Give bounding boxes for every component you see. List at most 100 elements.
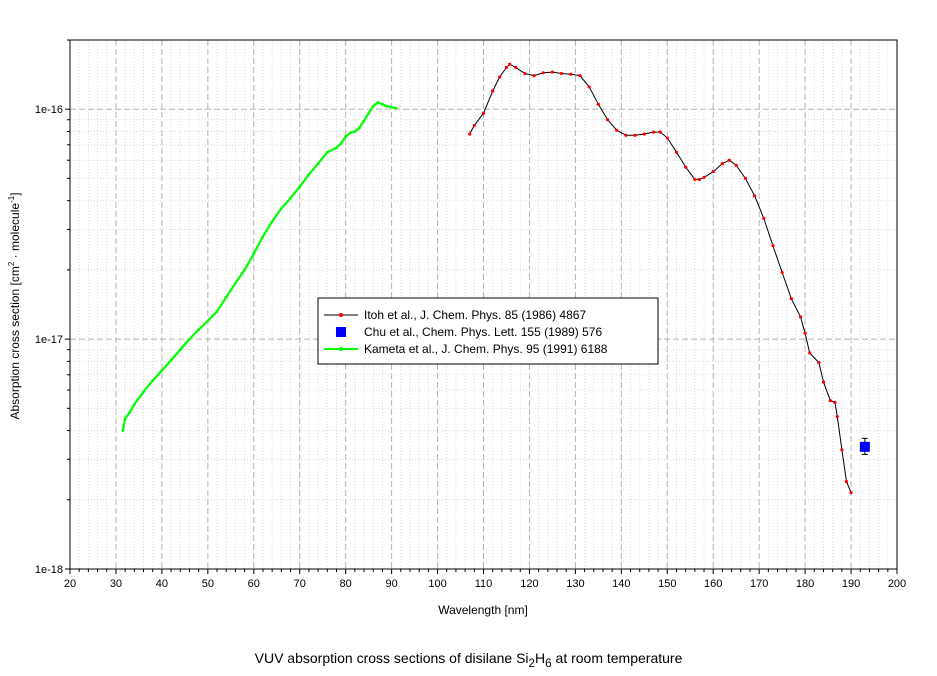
data-point <box>307 173 311 176</box>
data-point <box>808 351 812 355</box>
data-point <box>121 429 125 432</box>
legend-box <box>317 297 659 365</box>
data-point <box>702 175 706 180</box>
y-axis-label-middle: · molecule <box>8 203 22 262</box>
legend-label: Kameta et al., J. Chem. Phys. 95 (1991) … <box>364 342 608 356</box>
data-point <box>697 177 702 182</box>
caption-suffix: at room temperature <box>551 650 683 666</box>
data-point <box>390 105 394 109</box>
data-point <box>693 177 697 182</box>
data-point <box>587 85 591 89</box>
x-tick-label: 100 <box>428 578 446 590</box>
series-2 <box>121 101 398 432</box>
data-point <box>665 136 669 140</box>
data-point <box>468 132 472 136</box>
data-point <box>541 71 545 75</box>
data-point <box>497 75 502 79</box>
data-point <box>481 111 486 115</box>
data-point <box>344 135 348 139</box>
x-tick-label: 70 <box>294 578 306 590</box>
data-point <box>504 65 509 70</box>
x-tick-label: 110 <box>475 578 493 590</box>
data-point <box>381 102 384 106</box>
data-point <box>674 150 679 154</box>
data-point <box>376 101 380 104</box>
data-point <box>727 158 731 162</box>
data-point <box>615 128 619 132</box>
x-tick-label: 20 <box>64 578 76 590</box>
data-point <box>840 448 844 452</box>
series-1 <box>859 437 870 455</box>
data-point <box>261 234 265 238</box>
data-point <box>762 216 766 220</box>
data-point <box>817 361 821 365</box>
data-point <box>560 71 564 76</box>
data-point <box>532 74 536 78</box>
data-point <box>358 126 361 130</box>
x-tick-label: 200 <box>888 578 906 590</box>
data-point <box>215 309 219 313</box>
x-tick-label: 120 <box>520 578 538 590</box>
data-point <box>835 415 839 419</box>
data-point <box>132 402 136 406</box>
caption-sub1: 2 <box>528 656 536 670</box>
data-point <box>596 102 600 106</box>
data-point <box>472 123 476 128</box>
data-point <box>197 328 201 331</box>
data-point <box>491 89 495 93</box>
x-tick-label: 40 <box>156 578 168 590</box>
data-point <box>353 130 357 133</box>
x-tick-label: 60 <box>248 578 260 590</box>
x-tick-label: 130 <box>566 578 584 590</box>
data-point <box>633 133 637 137</box>
data-point <box>844 479 849 484</box>
data-point <box>206 319 210 323</box>
data-point <box>624 133 628 137</box>
data-point <box>123 417 127 421</box>
data-point <box>367 111 371 115</box>
data-point <box>605 118 610 122</box>
x-tick-label: 180 <box>796 578 814 590</box>
data-point <box>849 490 853 495</box>
data-point <box>178 348 182 352</box>
legend-label: Itoh et al., J. Chem. Phys. 85 (1986) 48… <box>364 308 586 322</box>
legend-marker <box>339 347 343 351</box>
caption-mid: H <box>535 650 546 666</box>
data-point <box>771 244 775 248</box>
x-tick-label: 190 <box>842 578 860 590</box>
series-0 <box>468 62 853 495</box>
data-point <box>821 380 826 384</box>
data-point <box>578 74 582 78</box>
series-line <box>469 63 852 493</box>
data-point <box>270 220 274 223</box>
y-tick-label: 1e-17 <box>35 334 63 346</box>
data-point <box>394 106 398 110</box>
data-point <box>734 163 738 167</box>
legend: Itoh et al., J. Chem. Phys. 85 (1986) 48… <box>317 297 659 365</box>
y-tick-label: 1e-18 <box>35 564 63 576</box>
y-axis-label-prefix: Absorption cross section [cm <box>8 266 22 419</box>
caption-sub2: 6 <box>545 656 552 670</box>
data-point <box>789 297 793 301</box>
data-point <box>362 119 366 123</box>
y-axis-label-sup2: -1 <box>7 195 16 203</box>
data-point <box>325 150 329 154</box>
data-point <box>684 165 688 169</box>
figure-caption: VUV absorption cross sections of disilan… <box>0 650 937 670</box>
y-axis-label-sup1: 2 <box>7 261 16 266</box>
legend-label: Chu et al., Chem. Phys. Lett. 155 (1989)… <box>364 325 602 339</box>
data-point <box>316 162 320 165</box>
data-point <box>569 72 573 76</box>
data-point <box>385 104 389 108</box>
data-point <box>243 268 246 272</box>
data-point <box>514 65 518 70</box>
data-point <box>798 315 803 319</box>
data-point-square <box>859 441 870 452</box>
data-point <box>339 142 343 145</box>
data-point <box>780 270 784 275</box>
data-point <box>523 71 527 76</box>
data-point <box>803 331 807 335</box>
x-tick-label: 50 <box>202 578 214 590</box>
data-point <box>151 379 155 382</box>
